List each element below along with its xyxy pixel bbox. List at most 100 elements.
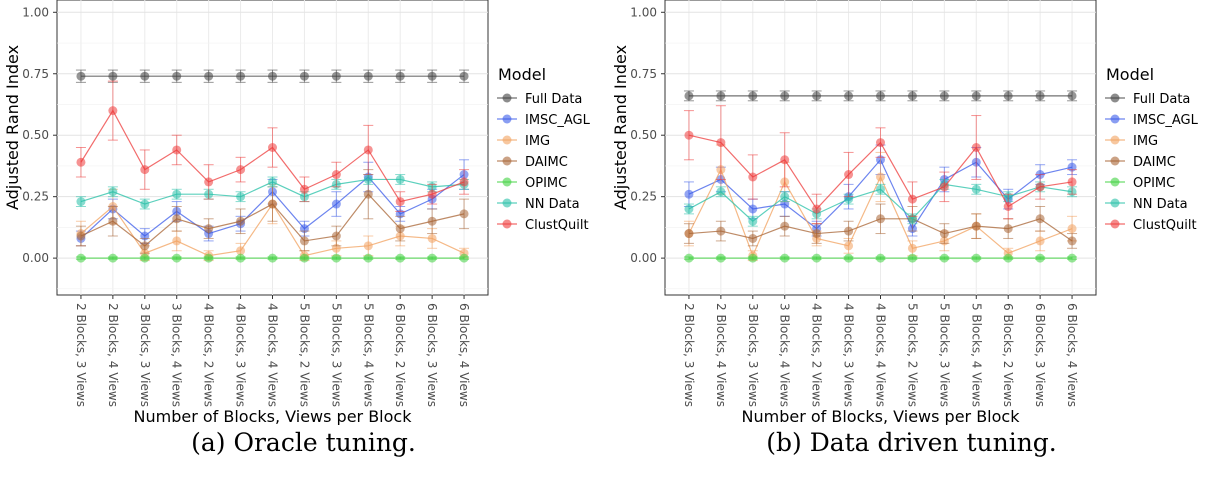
x-tick-label: 4 Blocks, 3 Views [842, 303, 856, 407]
data-point [331, 71, 341, 81]
data-point [427, 253, 437, 263]
caption-data-driven-tuning: (b) Data driven tuning. [766, 428, 1057, 457]
data-point [907, 194, 917, 204]
legend-label-daimc: DAIMC [1133, 155, 1176, 170]
data-point [395, 253, 405, 263]
data-point [876, 253, 885, 263]
data-point [363, 241, 373, 251]
legend-key-point [1110, 156, 1120, 166]
data-point [76, 157, 86, 167]
series-clustquilt [75, 80, 470, 212]
data-point [268, 253, 277, 263]
x-tick-label: 4 Blocks, 4 Views [874, 303, 888, 407]
legend-key-point [502, 177, 512, 187]
data-point [1003, 224, 1013, 234]
data-point [140, 165, 150, 175]
data-point [299, 236, 309, 246]
legend: Model Full Data IMSC_AGL IMG DAIMC OPIMC NN Da… [497, 65, 591, 233]
data-point [108, 216, 118, 226]
x-tick-label: 4 Blocks, 4 Views [266, 303, 280, 407]
legend-key-point [502, 198, 512, 208]
data-point [748, 91, 758, 101]
x-tick-label: 3 Blocks, 4 Views [170, 303, 184, 407]
data-point [76, 253, 86, 263]
data-point [939, 253, 949, 263]
y-tick-label: 0.75 [22, 67, 49, 81]
data-point [395, 174, 405, 184]
data-point [876, 214, 885, 224]
legend-key-point [502, 93, 512, 103]
legend-label-imsc-agl: IMSC_AGL [1133, 113, 1199, 128]
data-point [140, 241, 150, 251]
y-tick-label: 0.75 [630, 67, 657, 81]
data-point [76, 231, 86, 241]
data-point [172, 214, 182, 224]
data-point [172, 253, 182, 263]
data-point [971, 253, 981, 263]
legend-key-point [502, 156, 512, 166]
data-point [108, 187, 118, 197]
data-point [812, 204, 822, 214]
data-point [844, 253, 854, 263]
legend-key-point [502, 114, 512, 124]
x-tick-label: 3 Blocks, 3 Views [746, 303, 760, 407]
data-point [395, 197, 405, 207]
data-point [971, 143, 981, 152]
x-tick-label: 6 Blocks, 2 Views [393, 303, 407, 407]
legend: Model Full Data IMSC_AGL IMG DAIMC OPIMC NN Da… [1105, 65, 1199, 233]
data-point [907, 91, 917, 101]
data-point [331, 231, 341, 241]
x-tick-label: 5 Blocks, 2 Views [297, 303, 311, 407]
data-point [748, 204, 758, 214]
x-tick-label: 5 Blocks, 4 Views [969, 303, 983, 407]
data-point [363, 189, 373, 199]
data-point [363, 145, 373, 155]
data-point [172, 145, 182, 155]
x-tick-label: 2 Blocks, 3 Views [74, 303, 88, 407]
x-tick-label: 4 Blocks, 3 Views [234, 303, 248, 407]
data-point [427, 189, 437, 199]
data-point [1035, 214, 1045, 224]
y-tick-label: 0.25 [22, 190, 49, 204]
legend-label-clustquilt: ClustQuilt [1133, 218, 1197, 233]
data-point [236, 253, 246, 263]
legend-key-point [1110, 219, 1120, 229]
data-point [204, 177, 214, 187]
x-tick-label: 2 Blocks, 3 Views [682, 303, 696, 407]
data-point [876, 172, 885, 182]
data-point [236, 71, 246, 81]
data-point [780, 155, 790, 165]
legend-label-imsc-agl: IMSC_AGL [525, 113, 591, 128]
legend-key-point [1110, 198, 1120, 208]
x-tick-label: 5 Blocks, 4 Views [361, 303, 375, 407]
series-daimc [683, 203, 1078, 249]
x-tick-label: 3 Blocks, 4 Views [778, 303, 792, 407]
data-point [748, 253, 758, 263]
data-point [812, 253, 822, 263]
data-point [716, 138, 726, 148]
data-point [684, 204, 694, 214]
y-tick-label: 0.25 [630, 190, 657, 204]
data-point [971, 91, 981, 101]
data-point [1067, 253, 1077, 263]
legend-label-nn-data: NN Data [1133, 197, 1188, 212]
x-tick-label: 6 Blocks, 3 Views [425, 303, 439, 407]
data-point [1067, 91, 1077, 101]
y-tick-label: 0.50 [630, 128, 657, 142]
data-point [268, 199, 277, 209]
data-point [844, 226, 854, 236]
legend-label-daimc: DAIMC [525, 155, 568, 170]
data-point [939, 182, 949, 192]
data-point [684, 130, 694, 140]
x-tick-label: 6 Blocks, 2 Views [1001, 303, 1015, 407]
chart-panel-data-driven: 0.00 0.25 0.50 0.75 1.00 2 Blocks, 3 Views 2 B… [608, 0, 1215, 482]
data-point [844, 170, 854, 180]
data-point [780, 91, 790, 101]
data-point [459, 253, 469, 263]
data-point [204, 71, 214, 81]
data-point [876, 138, 885, 148]
x-tick-label: 5 Blocks, 3 Views [937, 303, 951, 407]
legend-key-point [1110, 135, 1120, 145]
data-point [427, 216, 437, 226]
data-point [395, 71, 405, 81]
